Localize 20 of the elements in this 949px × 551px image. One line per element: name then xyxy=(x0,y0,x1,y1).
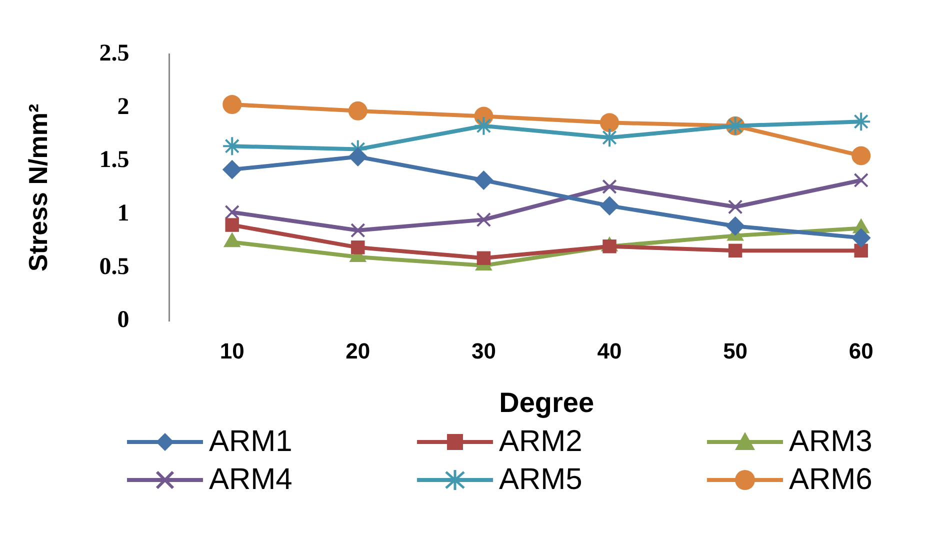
y-tick-label: 2 xyxy=(117,94,130,120)
legend-label: ARM2 xyxy=(499,425,582,459)
x-tick-label: 10 xyxy=(220,338,244,364)
x-tick-label: 50 xyxy=(723,338,748,364)
legend-label: ARM6 xyxy=(789,463,872,497)
y-tick-label: 2.5 xyxy=(99,40,130,67)
y-tick-label: 1.5 xyxy=(99,147,130,174)
y-tick-label: 0.5 xyxy=(99,254,130,280)
x-tick-label: 30 xyxy=(471,338,496,364)
y-axis-title: Stress N/mm² xyxy=(22,104,53,272)
y-tick-label: 1 xyxy=(117,200,130,227)
legend-label: ARM1 xyxy=(209,425,292,459)
x-axis-title: Degree xyxy=(499,386,594,418)
legend-label: ARM3 xyxy=(789,425,872,459)
x-tick-label: 60 xyxy=(848,338,874,364)
x-tick-label: 40 xyxy=(597,338,622,364)
legend-label: ARM4 xyxy=(209,463,292,497)
y-tick-label: 0 xyxy=(117,307,130,334)
legend-label: ARM5 xyxy=(499,463,582,497)
x-tick-label: 20 xyxy=(346,338,370,364)
